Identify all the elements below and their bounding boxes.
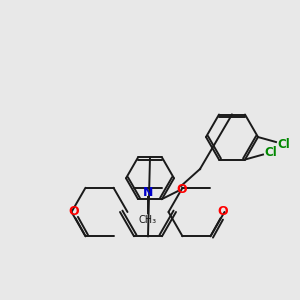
Text: N: N: [143, 186, 153, 199]
Text: Cl: Cl: [278, 137, 290, 151]
Text: O: O: [177, 182, 187, 196]
Text: O: O: [68, 205, 79, 218]
Text: Cl: Cl: [265, 146, 278, 159]
Text: CH₃: CH₃: [139, 215, 157, 225]
Text: O: O: [217, 205, 228, 218]
